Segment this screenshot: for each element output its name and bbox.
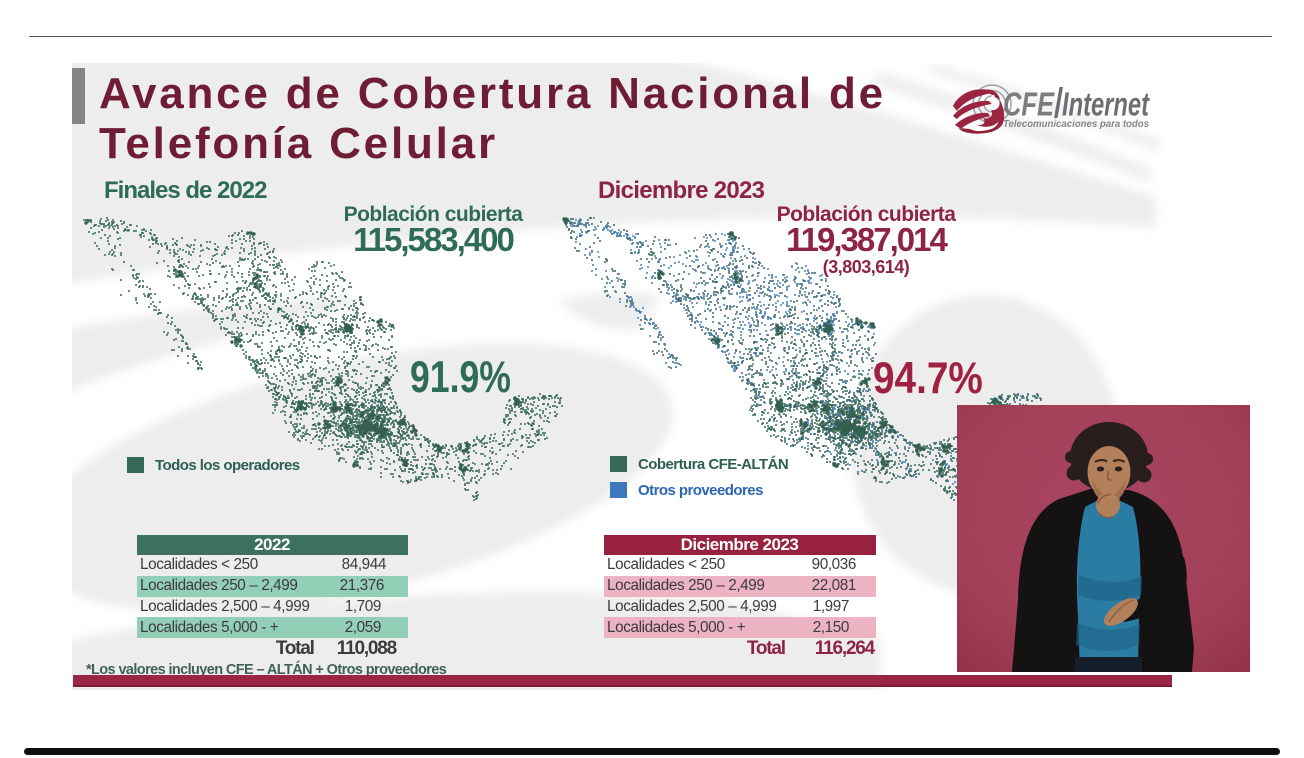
svg-text:Telecomunicaciones para todos: Telecomunicaciones para todos [1003, 119, 1149, 130]
svg-text:Internet: Internet [1062, 86, 1150, 123]
svg-text:CFE: CFE [1003, 86, 1055, 123]
